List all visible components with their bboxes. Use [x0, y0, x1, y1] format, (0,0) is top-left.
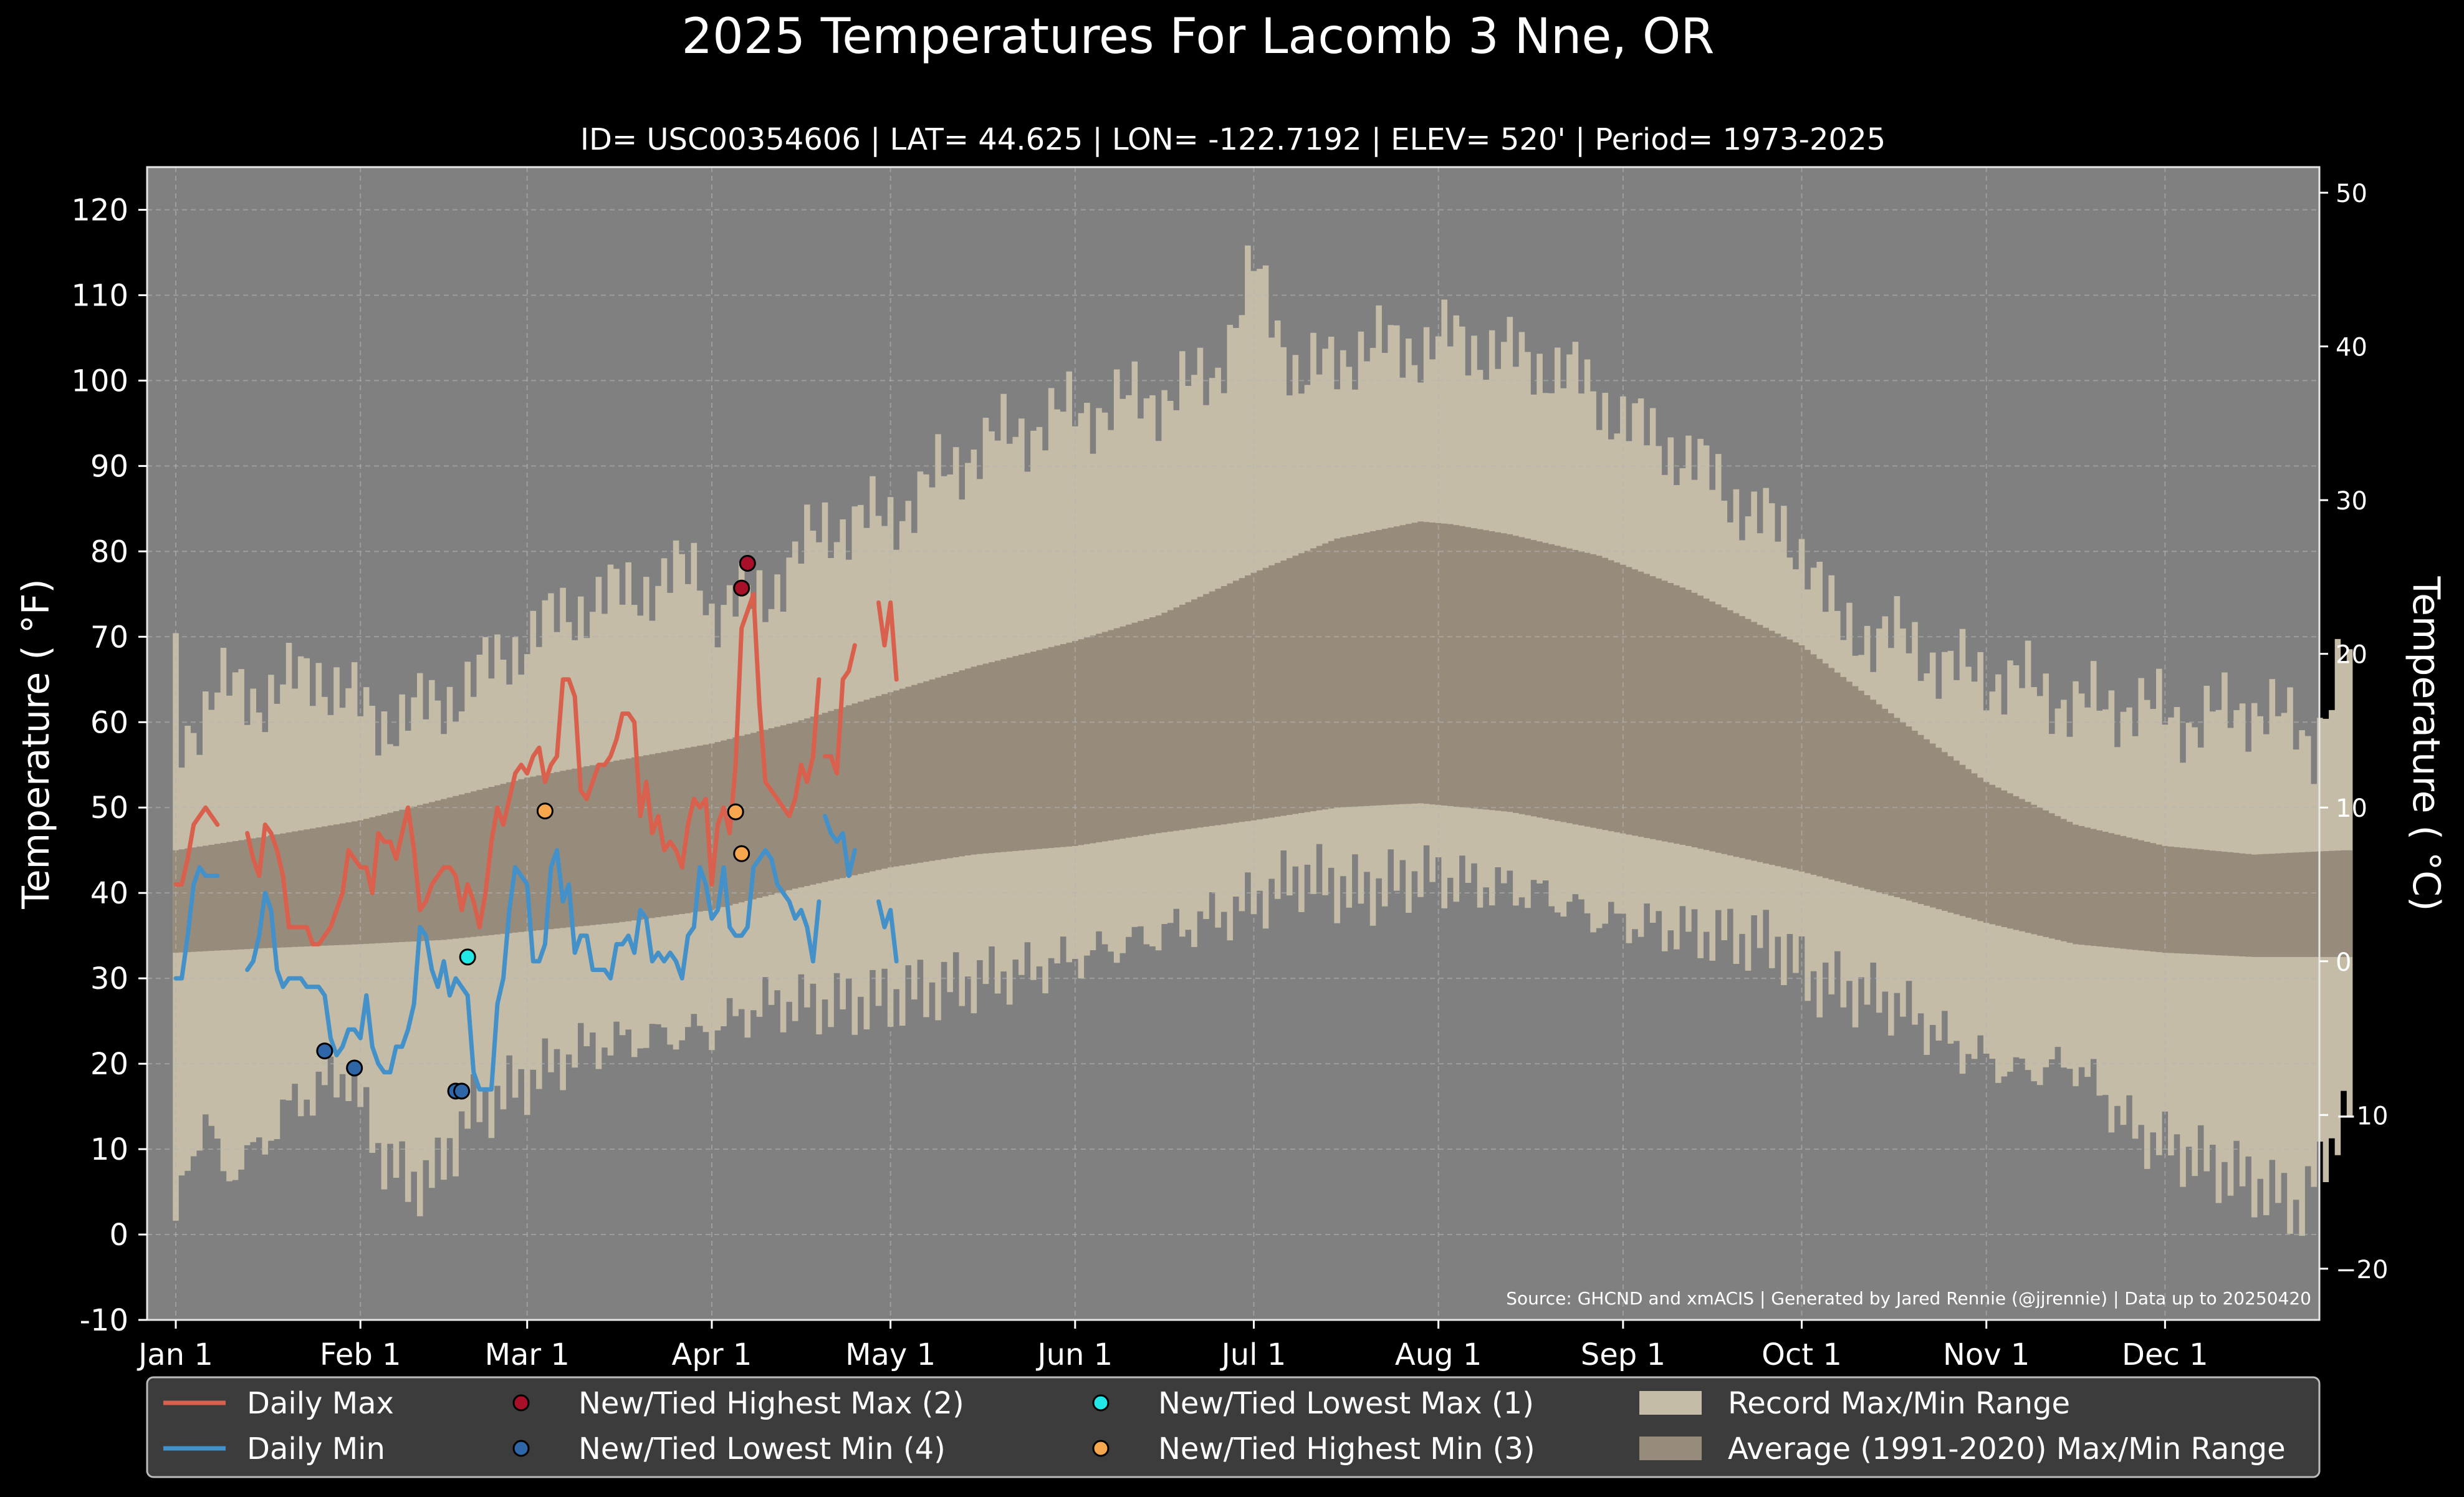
- y-tick-label: 40: [90, 876, 128, 911]
- y-right-tick-label: 30: [2336, 487, 2367, 516]
- legend-swatch-average-range: [1639, 1437, 1702, 1460]
- record-marker: [536, 802, 554, 820]
- x-tick-label: Jul 1: [1220, 1337, 1287, 1372]
- daily-min-line: [173, 865, 220, 981]
- legend-box: [146, 1376, 2321, 1478]
- y-tick-label: 50: [90, 791, 128, 826]
- record-marker: [739, 555, 756, 572]
- x-tick-label: Nov 1: [1943, 1337, 2030, 1372]
- y-tick-label: 110: [71, 278, 128, 313]
- legend-swatch-lowest-min: [512, 1440, 530, 1457]
- legend-label-highest-max: New/Tied Highest Max (2): [578, 1386, 964, 1421]
- y-tick-label: 10: [90, 1132, 128, 1167]
- chart-title: 2025 Temperatures For Lacomb 3 Nne, OR: [681, 9, 1714, 65]
- x-axis-months: Jan 1 Feb 1 Mar 1 Apr 1 May 1 Jun 1 Jul 1 Aug 1…: [137, 1320, 2208, 1372]
- x-tick-label: Apr 1: [672, 1337, 752, 1372]
- record-marker: [453, 1082, 471, 1100]
- y-tick-label: 100: [71, 363, 128, 398]
- record-marker: [346, 1059, 363, 1077]
- daily-max-line: [876, 600, 899, 682]
- record-marker: [316, 1042, 333, 1060]
- y-right-tick-label: 0: [2336, 948, 2351, 977]
- y-axis-right-label: Temperature ( °C): [2404, 576, 2448, 912]
- daily-max-line: [245, 592, 822, 946]
- record-markers: [316, 555, 756, 1100]
- x-tick-label: Mar 1: [485, 1337, 570, 1372]
- y-tick-label: 30: [90, 961, 128, 996]
- record-marker: [459, 948, 476, 966]
- daily-max-line: [173, 805, 220, 887]
- x-tick-label: Dec 1: [2122, 1337, 2208, 1372]
- record-marker: [733, 845, 750, 862]
- y-tick-label: 20: [90, 1047, 128, 1082]
- x-tick-label: Sep 1: [1581, 1337, 1666, 1372]
- legend-label-highest-min: New/Tied Highest Min (3): [1158, 1432, 1535, 1466]
- range-bands: [173, 245, 2353, 1236]
- x-tick-label: Aug 1: [1395, 1337, 1482, 1372]
- y-right-tick-label: 50: [2336, 180, 2367, 208]
- y-tick-label: 90: [90, 449, 128, 484]
- daily-min-line: [876, 899, 899, 964]
- y-tick-label: 120: [71, 193, 128, 228]
- x-tick-label: May 1: [845, 1337, 936, 1372]
- y-right-tick-label: 20: [2336, 641, 2367, 670]
- legend-swatch-highest-min: [1092, 1440, 1110, 1457]
- legend-label-min-line: Daily Min: [247, 1432, 385, 1466]
- x-tick-label: Feb 1: [320, 1337, 401, 1372]
- chart-subtitle: ID= USC00354606 | LAT= 44.625 | LON= -12…: [580, 122, 1886, 157]
- legend-label-record-range: Record Max/Min Range: [1728, 1386, 2070, 1421]
- record-marker: [727, 803, 744, 821]
- record-marker: [733, 579, 750, 597]
- y-right-tick-label: −10: [2336, 1102, 2388, 1130]
- legend: Daily Max New/Tied Highest Max (2) New/Tie…: [146, 1376, 2321, 1478]
- x-tick-label: Oct 1: [1762, 1337, 1842, 1372]
- legend-label-lowest-max: New/Tied Lowest Max (1): [1158, 1386, 1534, 1421]
- y-axis-fahrenheit: -10 0 10 20 30 40 50 60 70 80 90 100 110 120: [71, 193, 147, 1338]
- y-axis-left-label: Temperature ( °F): [14, 579, 58, 910]
- y-right-tick-label: −20: [2336, 1256, 2388, 1284]
- legend-label-lowest-min: New/Tied Lowest Min (4): [578, 1432, 946, 1466]
- y-tick-label: 60: [90, 705, 128, 740]
- x-tick-label: Jan 1: [137, 1337, 213, 1372]
- y-tick-label: -10: [80, 1303, 128, 1338]
- daily-min-line: [245, 848, 822, 1092]
- legend-label-max-line: Daily Max: [247, 1386, 394, 1421]
- legend-swatch-record-range: [1639, 1391, 1702, 1415]
- grid-lines: [147, 167, 2319, 1321]
- plot-frame: [146, 166, 2321, 1321]
- y-right-tick-label: 40: [2336, 334, 2367, 362]
- legend-swatch-lowest-max: [1092, 1394, 1110, 1412]
- daily-min-line: [823, 814, 857, 878]
- legend-label-average-range: Average (1991-2020) Max/Min Range: [1728, 1432, 2286, 1466]
- y-tick-label: 80: [90, 534, 128, 569]
- y-tick-label: 70: [90, 620, 128, 655]
- y-right-tick-label: 10: [2336, 794, 2367, 823]
- x-tick-label: Jun 1: [1035, 1337, 1113, 1372]
- y-axis-celsius: −20 −10 0 10 20 30 40 50: [2319, 180, 2388, 1284]
- daily-max-line: [823, 643, 857, 776]
- legend-swatch-highest-max: [512, 1394, 530, 1412]
- source-note: Source: GHCND and xmACIS | Generated by …: [1506, 1288, 2311, 1309]
- average-range-band: [173, 521, 2353, 957]
- y-tick-label: 0: [109, 1218, 128, 1253]
- daily-lines: [173, 592, 899, 1092]
